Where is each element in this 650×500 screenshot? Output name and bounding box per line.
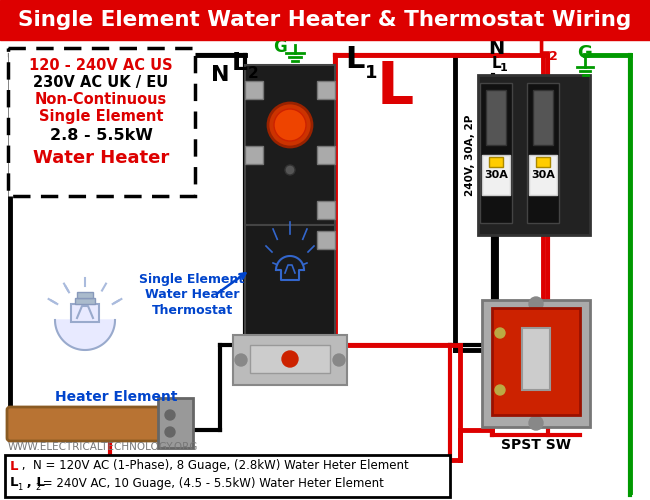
Circle shape — [235, 354, 247, 366]
Circle shape — [333, 354, 345, 366]
Text: Non-Continuous: Non-Continuous — [35, 92, 167, 108]
Bar — [480, 83, 512, 223]
Circle shape — [529, 416, 543, 430]
Text: G: G — [578, 44, 592, 62]
Bar — [527, 83, 559, 223]
Polygon shape — [55, 320, 115, 350]
Circle shape — [268, 103, 312, 147]
Bar — [482, 300, 590, 427]
Bar — [245, 146, 263, 164]
Text: 230V AC UK / EU: 230V AC UK / EU — [33, 74, 168, 90]
Text: T2: T2 — [343, 235, 358, 245]
Text: WWW.ELECTRICALTECHNOLOGY.ORG: WWW.ELECTRICALTECHNOLOGY.ORG — [8, 442, 198, 452]
Text: 1: 1 — [17, 482, 22, 492]
Text: 2.8 - 5.5kW: 2.8 - 5.5kW — [49, 128, 153, 144]
Text: 1: 1 — [500, 63, 508, 73]
Bar — [75, 298, 95, 304]
Text: L: L — [10, 476, 18, 490]
Text: 2: 2 — [549, 50, 558, 64]
Text: L1: L1 — [343, 85, 357, 95]
Text: L: L — [10, 460, 18, 472]
Text: 2: 2 — [248, 66, 259, 80]
Text: 30A: 30A — [484, 170, 508, 180]
Bar — [486, 90, 506, 145]
Circle shape — [285, 165, 295, 175]
Text: , L: , L — [22, 476, 45, 490]
Bar — [317, 146, 335, 164]
Text: T1: T1 — [343, 205, 358, 215]
Bar — [250, 345, 330, 373]
Circle shape — [282, 351, 298, 367]
Bar — [77, 292, 93, 298]
Bar — [317, 201, 335, 219]
Text: 240V, 30A, 2P: 240V, 30A, 2P — [465, 114, 475, 196]
Text: = 240V AC, 10 Guage, (4.5 - 5.5kW) Water Heter Element: = 240V AC, 10 Guage, (4.5 - 5.5kW) Water… — [39, 476, 384, 490]
Text: Single Element: Single Element — [39, 108, 163, 124]
Bar — [317, 81, 335, 99]
Bar — [71, 304, 99, 322]
Text: 2: 2 — [35, 482, 40, 492]
Text: ,  N = 120V AC (1-Phase), 8 Guage, (2.8kW) Water Heter Element: , N = 120V AC (1-Phase), 8 Guage, (2.8kW… — [18, 460, 409, 472]
Bar — [233, 335, 347, 385]
Text: Heater Element: Heater Element — [55, 390, 177, 404]
Bar — [529, 155, 557, 195]
Bar — [8, 48, 195, 196]
Text: L4: L4 — [221, 150, 235, 160]
Bar — [536, 157, 550, 167]
Bar — [522, 328, 550, 390]
Bar — [482, 155, 510, 195]
Bar — [489, 157, 503, 167]
Bar — [317, 231, 335, 249]
Bar — [245, 225, 335, 335]
Text: L3: L3 — [221, 85, 235, 95]
Bar — [0, 0, 650, 40]
Text: L: L — [537, 40, 549, 58]
Text: L: L — [491, 56, 500, 70]
Bar — [478, 75, 590, 235]
FancyBboxPatch shape — [7, 407, 178, 441]
Bar — [5, 455, 450, 497]
Circle shape — [165, 427, 175, 437]
Text: Single Element
Water Heater
Thermostat: Single Element Water Heater Thermostat — [139, 274, 244, 316]
Bar — [245, 81, 263, 99]
Circle shape — [529, 297, 543, 311]
Text: L: L — [377, 58, 414, 116]
Text: N: N — [211, 65, 229, 85]
Text: L: L — [345, 46, 365, 74]
Text: L: L — [232, 51, 248, 75]
Text: 30A: 30A — [531, 170, 555, 180]
Bar — [492, 308, 580, 415]
Bar — [158, 398, 193, 448]
Circle shape — [165, 410, 175, 420]
Text: 1: 1 — [365, 64, 378, 82]
Text: L2: L2 — [343, 150, 357, 160]
Text: N: N — [488, 40, 504, 58]
Text: 120 - 240V AC US: 120 - 240V AC US — [29, 58, 173, 72]
Circle shape — [274, 109, 306, 141]
Bar — [245, 65, 335, 225]
Text: SPST SW: SPST SW — [501, 438, 571, 452]
Text: Single Element Water Heater & Thermostat Wiring: Single Element Water Heater & Thermostat… — [18, 10, 632, 30]
Text: G: G — [273, 38, 287, 56]
Circle shape — [495, 385, 505, 395]
Text: Water Heater: Water Heater — [33, 149, 169, 167]
Circle shape — [495, 328, 505, 338]
Bar — [533, 90, 553, 145]
